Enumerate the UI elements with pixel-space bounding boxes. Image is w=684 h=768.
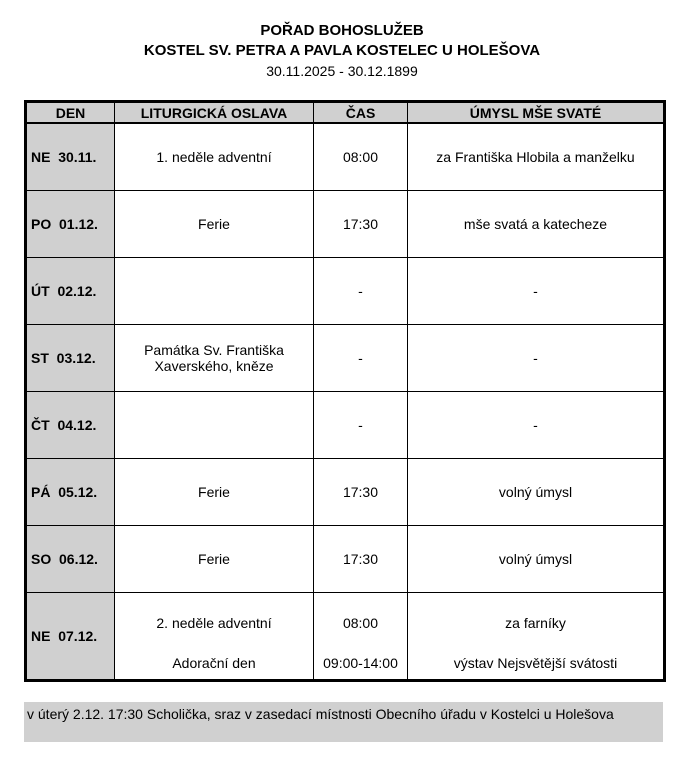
- intention-cell: -: [407, 324, 665, 392]
- intention-cell: za farníky výstav Nejsvětější svátosti: [407, 592, 665, 681]
- celebration-cell: 1. neděle adventní: [114, 122, 314, 191]
- table-row: NE 30.11. 1. neděle adventní 08:00 za Frant…: [25, 122, 665, 191]
- intention-text: volný úmysl: [498, 484, 573, 500]
- table-row: ST 03.12. Památka Sv. Františka Xaverskéh…: [25, 324, 665, 392]
- celebration-text: 1. neděle adventní: [156, 149, 272, 165]
- time-text: -: [358, 350, 363, 366]
- intention-text: za Františka Hlobila a manželku: [436, 149, 635, 165]
- table-row: SO 06.12. Ferie 17:30 volný úmysl: [25, 525, 665, 593]
- time-cell: 08:00: [313, 122, 408, 191]
- schedule-title: POŘAD BOHOSLUŽEB: [260, 22, 424, 39]
- time-cell: -: [313, 324, 408, 392]
- intention-text: -: [533, 283, 538, 299]
- day-cell: NE 30.11.: [25, 122, 115, 191]
- day-cell: PÁ 05.12.: [25, 458, 115, 526]
- intention-text: -: [533, 417, 538, 433]
- column-header-intention: ÚMYSL MŠE SVATÉ: [407, 101, 665, 124]
- time-text: 08:00: [342, 615, 379, 631]
- celebration-text: Ferie: [198, 216, 230, 232]
- celebration-text: 2. neděle adventní: [156, 615, 272, 631]
- day-cell: ST 03.12.: [25, 324, 115, 392]
- intention-cell: mše svatá a katecheze: [407, 190, 665, 258]
- celebration-text: Ferie: [198, 484, 230, 500]
- time-text: -: [358, 417, 363, 433]
- intention-cell: -: [407, 257, 665, 325]
- time-text: 17:30: [342, 484, 379, 500]
- time-text: 17:30: [342, 551, 379, 567]
- table-row: NE 07.12. 2. neděle adventní Adorační den 0…: [25, 592, 665, 681]
- intention-cell: -: [407, 391, 665, 459]
- time-text: 08:00: [342, 149, 379, 165]
- day-cell: NE 07.12.: [25, 592, 115, 681]
- table-row: ČT 04.12. - -: [25, 391, 665, 459]
- intention-cell: volný úmysl: [407, 458, 665, 526]
- table-row: PO 01.12. Ferie 17:30 mše svatá a katecheze: [25, 190, 665, 258]
- time-text: 09:00-14:00: [323, 655, 398, 671]
- celebration-text: Adorační den: [172, 655, 256, 671]
- schedule-table: DEN LITURGICKÁ OSLAVA ČAS ÚMYSL MŠE SVAT…: [24, 100, 666, 682]
- celebration-text: Ferie: [198, 551, 230, 567]
- intention-cell: volný úmysl: [407, 525, 665, 593]
- time-text: -: [358, 283, 363, 299]
- time-cell: 17:30: [313, 458, 408, 526]
- celebration-cell: Památka Sv. Františka Xaverského, kněze: [114, 324, 314, 392]
- intention-text: mše svatá a katecheze: [463, 216, 608, 232]
- church-name: KOSTEL SV. PETRA A PAVLA KOSTELEC U HOLE…: [143, 42, 541, 59]
- intention-text: -: [533, 350, 538, 366]
- intention-text: volný úmysl: [498, 551, 573, 567]
- day-cell: ÚT 02.12.: [25, 257, 115, 325]
- table-row: PÁ 05.12. Ferie 17:30 volný úmysl: [25, 458, 665, 526]
- time-text: 17:30: [342, 216, 379, 232]
- celebration-cell: Ferie: [114, 458, 314, 526]
- table-row: ÚT 02.12. - -: [25, 257, 665, 325]
- celebration-cell: [114, 391, 314, 459]
- column-header-time: ČAS: [313, 101, 408, 124]
- celebration-cell: Ferie: [114, 190, 314, 258]
- announcement-note: v úterý 2.12. 17:30 Scholička, sraz v za…: [24, 702, 663, 742]
- intention-text: za farníky: [505, 615, 566, 631]
- time-cell: 08:00 09:00-14:00: [313, 592, 408, 681]
- day-cell: SO 06.12.: [25, 525, 115, 593]
- celebration-text: Památka Sv. Františka Xaverského, kněze: [144, 342, 284, 374]
- celebration-cell: 2. neděle adventní Adorační den: [114, 592, 314, 681]
- celebration-cell: [114, 257, 314, 325]
- header-row: DEN LITURGICKÁ OSLAVA ČAS ÚMYSL MŠE SVAT…: [25, 101, 665, 124]
- time-cell: -: [313, 257, 408, 325]
- column-header-day: DEN: [25, 101, 115, 124]
- day-cell: PO 01.12.: [25, 190, 115, 258]
- celebration-cell: Ferie: [114, 525, 314, 593]
- time-cell: -: [313, 391, 408, 459]
- time-cell: 17:30: [313, 525, 408, 593]
- day-cell: ČT 04.12.: [25, 391, 115, 459]
- intention-cell: za Františka Hlobila a manželku: [407, 122, 665, 191]
- column-header-celebration: LITURGICKÁ OSLAVA: [114, 101, 314, 124]
- date-range: 30.11.2025 - 30.12.1899: [266, 63, 418, 79]
- time-cell: 17:30: [313, 190, 408, 258]
- intention-text: výstav Nejsvětější svátosti: [453, 655, 618, 671]
